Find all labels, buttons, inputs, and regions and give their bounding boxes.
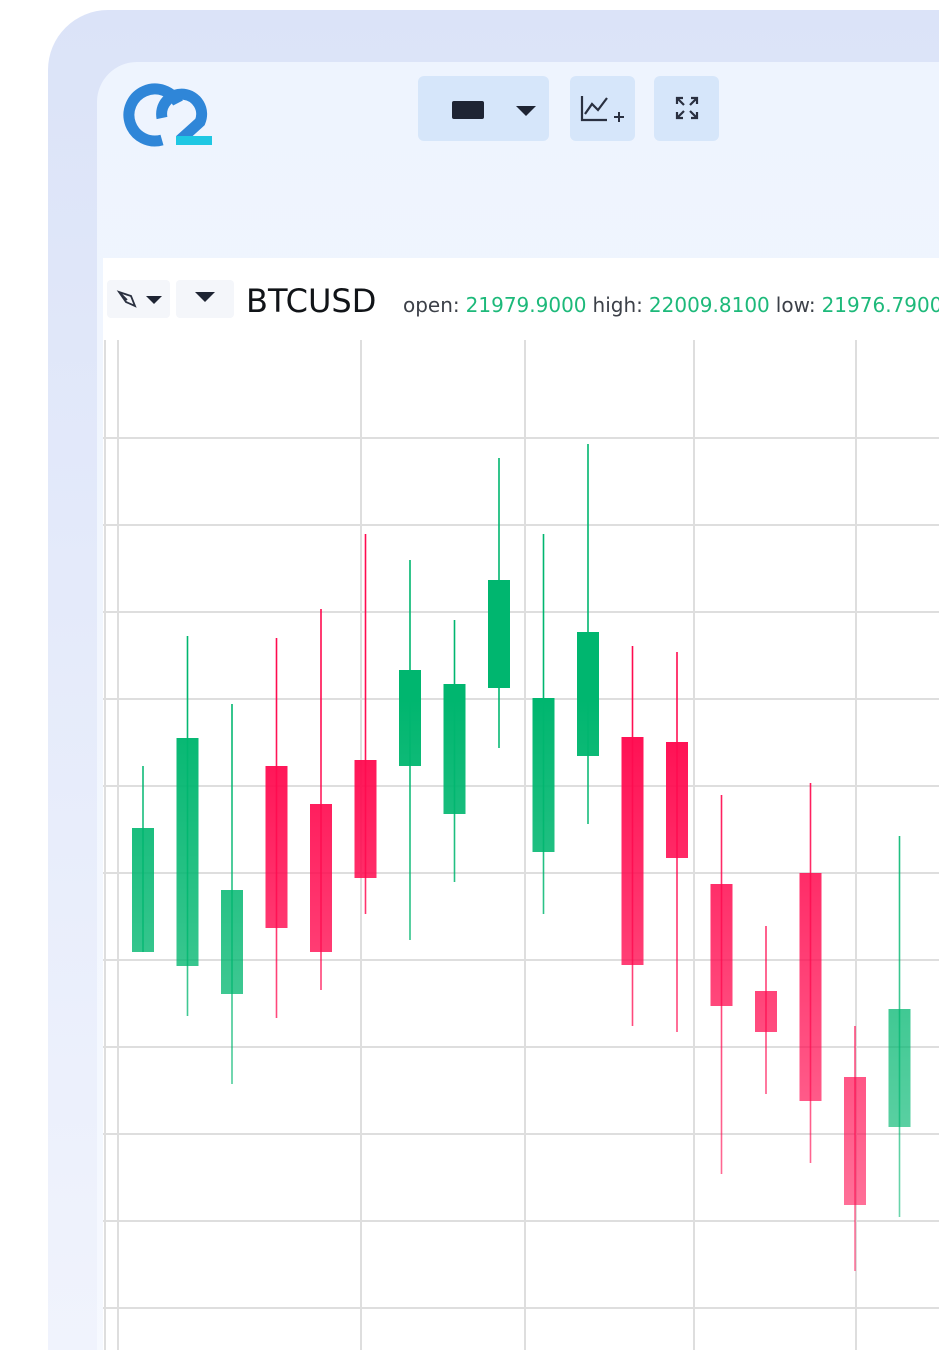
candle-body — [666, 742, 688, 858]
candle-body — [399, 670, 421, 766]
chart-area — [103, 258, 939, 1350]
candles — [132, 444, 911, 1271]
candle-body — [532, 698, 555, 852]
candle-body — [310, 804, 332, 952]
icon — [614, 112, 624, 122]
candle-body — [443, 684, 466, 814]
icon — [675, 96, 699, 120]
candle-body — [577, 632, 599, 756]
icon — [452, 101, 484, 119]
candle-body — [755, 991, 777, 1032]
candle-body — [844, 1077, 866, 1205]
icon — [516, 106, 536, 116]
button[interactable] — [570, 76, 635, 141]
quote-value: 21979.9000 — [466, 293, 587, 317]
candle-body — [621, 737, 644, 965]
candle-body — [132, 828, 154, 952]
symbol: BTCUSD — [246, 282, 376, 320]
candle-body — [888, 1009, 911, 1127]
fullscreen-button[interactable] — [654, 76, 719, 141]
logo-mark — [156, 88, 208, 145]
icon — [116, 290, 137, 308]
icon — [580, 96, 608, 122]
button[interactable] — [654, 76, 719, 141]
candle-body — [176, 738, 199, 966]
logo-mark — [123, 83, 183, 147]
candle-body — [488, 580, 510, 688]
quote-value: 21976.7900 — [822, 293, 939, 317]
symbol-menu[interactable] — [176, 280, 234, 318]
chart-type-dropdown[interactable] — [418, 76, 549, 141]
candle-body — [265, 766, 288, 928]
icon — [146, 296, 162, 304]
logo — [123, 83, 212, 147]
quote: open: 21979.9000 high: 22009.8100 low: 21976.… — [403, 293, 939, 317]
logo-mark — [176, 136, 212, 145]
candle-body — [799, 873, 822, 1101]
quote-label: low: — [776, 293, 816, 317]
drawing-tools[interactable] — [107, 280, 170, 318]
icon — [195, 292, 215, 302]
button[interactable] — [107, 280, 170, 318]
candle-body — [221, 890, 243, 994]
candle-body — [354, 760, 377, 878]
indicators-button[interactable] — [570, 76, 635, 141]
candle-body — [710, 884, 733, 1006]
quote-label: open: — [403, 293, 460, 317]
quote-label: high: — [593, 293, 643, 317]
quote-value: 22009.8100 — [649, 293, 770, 317]
